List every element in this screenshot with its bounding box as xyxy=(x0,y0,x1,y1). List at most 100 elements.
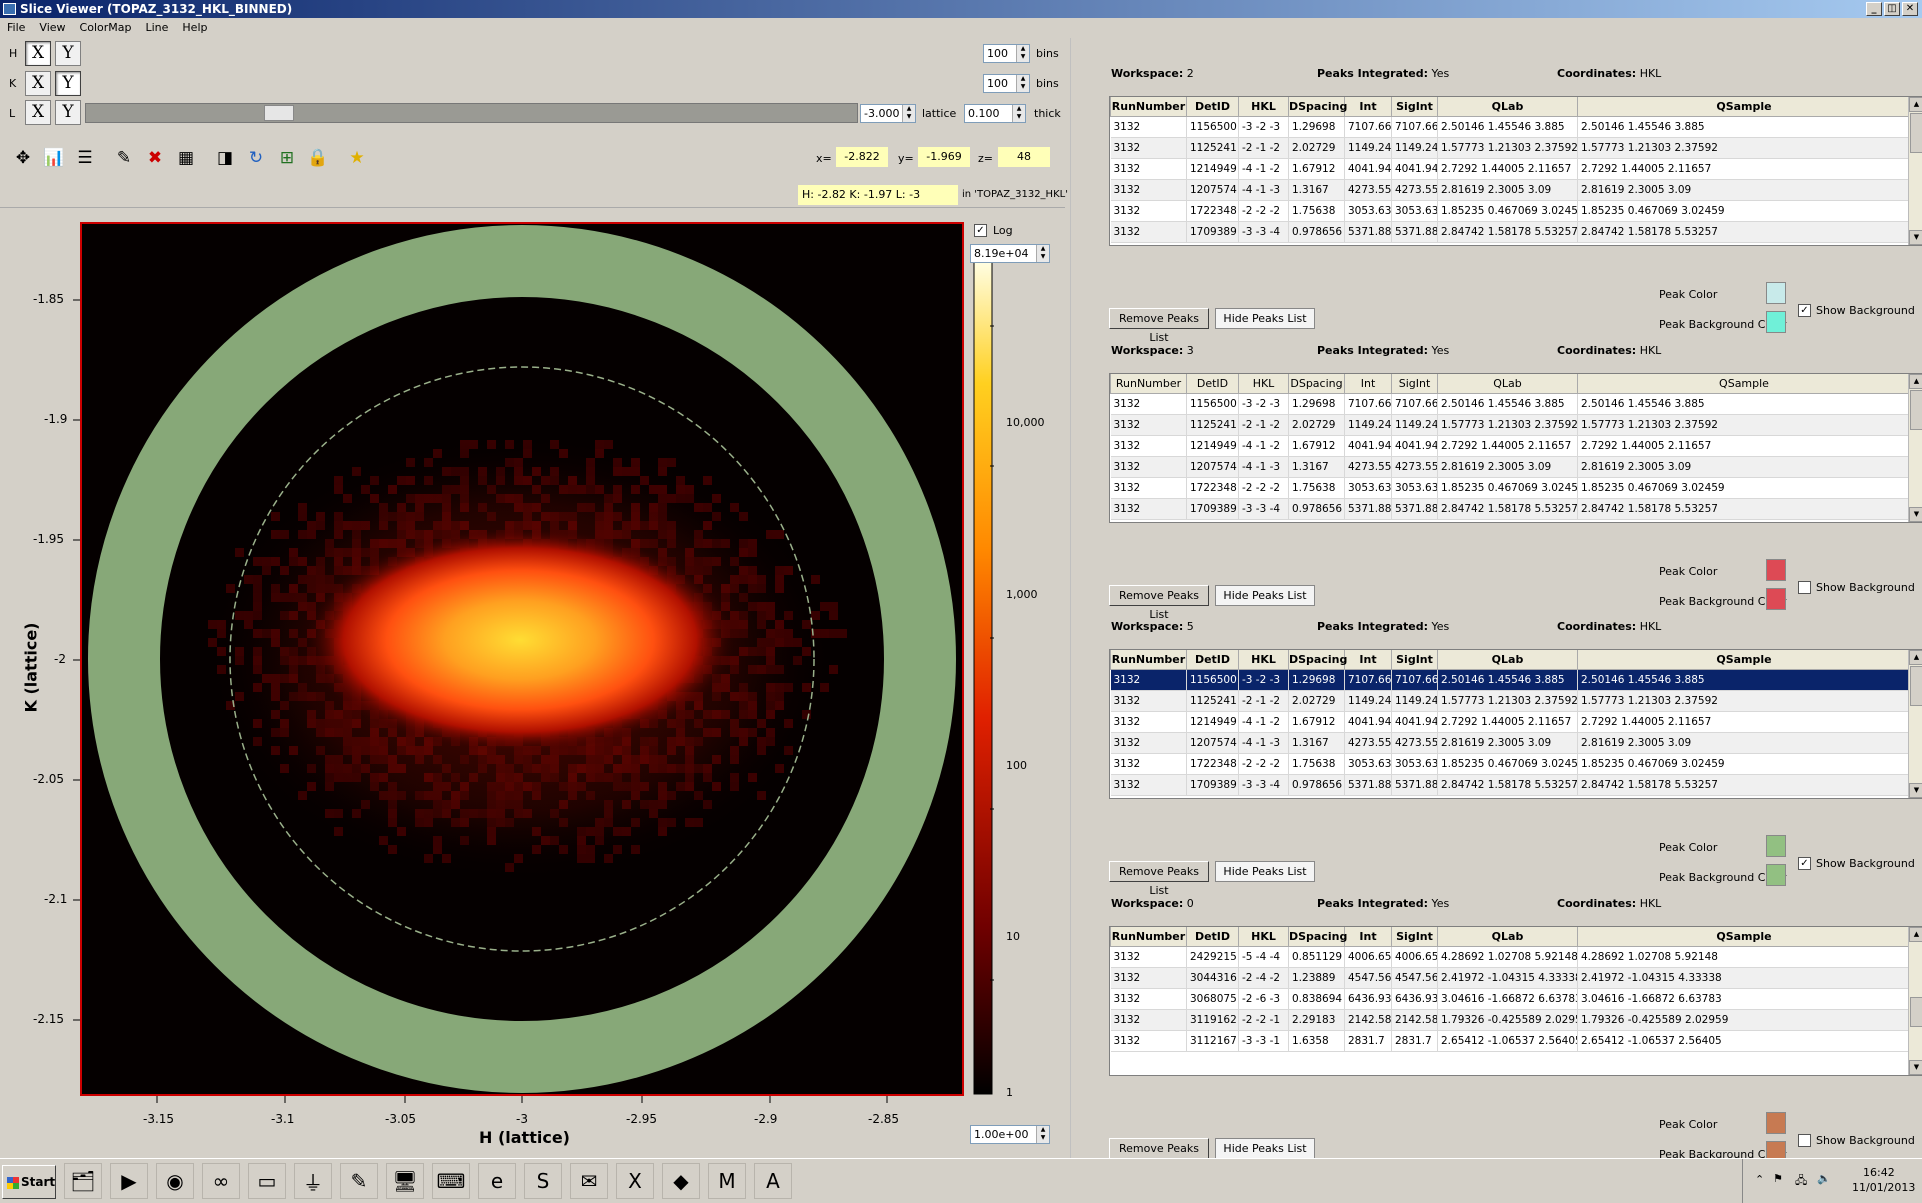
scroll-down-icon[interactable]: ▼ xyxy=(1909,1060,1922,1075)
peaks-table[interactable]: RunNumber DetID HKL DSpacing Int SigInt QLab QS… xyxy=(1109,926,1922,1076)
column-header[interactable]: RunNumber xyxy=(1110,650,1187,670)
scroll-down-icon[interactable]: ▼ xyxy=(1909,230,1922,245)
menu-file[interactable]: File xyxy=(7,21,26,34)
spin-arrows-icon[interactable]: ▲ ▼ xyxy=(1016,75,1029,92)
table-row[interactable]: 3132 1722348 -2 -2 -2 1.75638 3053.63 3053.63… xyxy=(1110,753,1911,775)
column-header[interactable]: Int xyxy=(1344,650,1392,670)
volume-icon[interactable]: 🔈 xyxy=(1817,1172,1831,1185)
column-header[interactable]: QLab xyxy=(1437,97,1578,117)
scroll-up-icon[interactable]: ▲ xyxy=(1909,97,1922,112)
remove-peaks-list-button[interactable]: Remove Peaks List xyxy=(1109,585,1209,621)
refresh-icon[interactable]: ↻ xyxy=(248,148,264,168)
skype-icon[interactable]: S xyxy=(524,1163,562,1199)
close-button[interactable]: ✕ xyxy=(1902,2,1918,16)
restore-button[interactable]: ◫ xyxy=(1884,2,1900,16)
peak-color-swatch[interactable] xyxy=(1766,835,1786,857)
column-header[interactable]: DetID xyxy=(1186,374,1239,394)
table-row[interactable]: 3132 1207574 -4 -1 -3 1.3167 4273.55 4273.55 2… xyxy=(1110,179,1911,201)
menu-view[interactable]: View xyxy=(39,21,66,34)
notepad-icon[interactable]: ✎ xyxy=(340,1163,378,1199)
column-header[interactable]: DetID xyxy=(1186,97,1239,117)
spin-arrows-icon[interactable]: ▲ ▼ xyxy=(1016,45,1029,62)
spin-arrows-icon[interactable]: ▲ ▼ xyxy=(1012,105,1025,122)
python-icon[interactable]: ⏚ xyxy=(294,1163,332,1199)
spin-arrows-icon[interactable]: ▲ ▼ xyxy=(1036,245,1049,262)
spin-arrows-icon[interactable]: ▲ ▼ xyxy=(902,105,915,122)
spin-arrows-icon[interactable]: ▲ ▼ xyxy=(1036,1126,1049,1143)
l-slice-slider[interactable] xyxy=(85,103,858,123)
slider-thumb[interactable] xyxy=(264,105,295,121)
scroll-thumb[interactable] xyxy=(1910,997,1922,1027)
peak-background-ring[interactable] xyxy=(88,225,956,1093)
table-row[interactable]: 3132 1207574 -4 -1 -3 1.3167 4273.55 4273.55 2… xyxy=(1110,456,1911,478)
peak-background-color-swatch[interactable] xyxy=(1766,588,1786,610)
dim-h-y-button[interactable]: Y xyxy=(55,41,81,66)
table-row[interactable]: 3132 1156500 -3 -2 -3 1.29698 7107.66 7107.66… xyxy=(1110,116,1911,138)
table-row[interactable]: 3132 1125241 -2 -1 -2 2.02729 1149.24 1149.24… xyxy=(1110,137,1911,159)
scroll-thumb[interactable] xyxy=(1910,666,1922,706)
column-header[interactable]: HKL xyxy=(1238,650,1289,670)
column-header[interactable]: SigInt xyxy=(1391,374,1438,394)
column-header[interactable]: RunNumber xyxy=(1110,97,1187,117)
table-row[interactable]: 3132 1207574 -4 -1 -3 1.3167 4273.55 4273.55 2… xyxy=(1110,732,1911,754)
show-background-checkbox[interactable]: ✓ xyxy=(1798,304,1811,317)
media-player-icon[interactable]: ▶ xyxy=(110,1163,148,1199)
table-row[interactable]: 3132 1214949 -4 -1 -2 1.67912 4041.94 4041.94… xyxy=(1110,711,1911,733)
table-row[interactable]: 3132 1709389 -3 -3 -4 0.978656 5371.88 5371.8… xyxy=(1110,221,1911,243)
column-header[interactable]: SigInt xyxy=(1391,927,1438,947)
colorbar-min-spinbox[interactable]: 1.00e+00 ▲ ▼ xyxy=(970,1125,1050,1144)
table-row[interactable]: 3132 2429215 -5 -4 -4 0.851129 4006.65 4006.6… xyxy=(1110,946,1911,968)
table-row[interactable]: 3132 1722348 -2 -2 -2 1.75638 3053.63 3053.63… xyxy=(1110,477,1911,499)
column-header[interactable]: QLab xyxy=(1437,374,1578,394)
terminal-icon[interactable]: ⌨ xyxy=(432,1163,470,1199)
hide-peaks-list-button[interactable]: Hide Peaks List xyxy=(1215,1138,1315,1159)
table-scrollbar[interactable]: ▲ ▼ xyxy=(1908,374,1922,522)
lock-icon[interactable]: 🔒 xyxy=(307,148,329,168)
delete-icon[interactable]: ✖ xyxy=(147,148,163,168)
peak-background-color-swatch[interactable] xyxy=(1766,864,1786,886)
scroll-thumb[interactable] xyxy=(1910,390,1922,430)
column-header[interactable]: Int xyxy=(1344,374,1392,394)
column-header[interactable]: QSample xyxy=(1577,374,1911,394)
peak-color-swatch[interactable] xyxy=(1766,282,1786,304)
peak-background-color-swatch[interactable] xyxy=(1766,311,1786,333)
table-scrollbar[interactable]: ▲ ▼ xyxy=(1908,650,1922,798)
peak-color-swatch[interactable] xyxy=(1766,1112,1786,1134)
minimize-button[interactable]: _ xyxy=(1866,2,1882,16)
slice-plot-svg[interactable] xyxy=(0,208,1065,1158)
outlook-icon[interactable]: ✉ xyxy=(570,1163,608,1199)
paint-icon[interactable]: ◆ xyxy=(662,1163,700,1199)
thickness-spinbox[interactable]: 0.100 ▲ ▼ xyxy=(964,104,1026,123)
table-row[interactable]: 3132 1214949 -4 -1 -2 1.67912 4041.94 4041.94… xyxy=(1110,435,1911,457)
column-header[interactable]: QLab xyxy=(1437,927,1578,947)
dim-l-x-button[interactable]: X xyxy=(25,100,51,125)
column-header[interactable]: RunNumber xyxy=(1110,927,1187,947)
peak-color-swatch[interactable] xyxy=(1766,559,1786,581)
table-row[interactable]: 3132 1156500 -3 -2 -3 1.29698 7107.66 7107.66… xyxy=(1110,669,1911,691)
scroll-thumb[interactable] xyxy=(1910,113,1922,153)
column-header[interactable]: DSpacing xyxy=(1288,650,1347,670)
table-row[interactable]: 3132 1709389 -3 -3 -4 0.978656 5371.88 5371.8… xyxy=(1110,774,1911,796)
start-button[interactable]: Start xyxy=(2,1165,56,1199)
cmd-icon[interactable]: ▭ xyxy=(248,1163,286,1199)
l-slice-spinbox[interactable]: -3.000 ▲ ▼ xyxy=(860,104,916,123)
menu-line[interactable]: Line xyxy=(145,21,169,34)
hide-peaks-list-button[interactable]: Hide Peaks List xyxy=(1215,585,1315,606)
dim-k-y-button[interactable]: Y xyxy=(55,71,81,96)
table-row[interactable]: 3132 1709389 -3 -3 -4 0.978656 5371.88 5371.8… xyxy=(1110,498,1911,520)
graph-icon[interactable]: 📊 xyxy=(43,148,65,168)
column-header[interactable]: SigInt xyxy=(1391,97,1438,117)
scroll-up-icon[interactable]: ▲ xyxy=(1909,650,1922,665)
network-icon[interactable]: 🖧 xyxy=(1795,1174,1808,1187)
table-row[interactable]: 3132 3044316 -2 -4 -2 1.23889 4547.56 4547.56… xyxy=(1110,967,1911,989)
column-header[interactable]: QLab xyxy=(1437,650,1578,670)
menu-help[interactable]: Help xyxy=(182,21,208,34)
clock-date[interactable]: 11/01/2013 xyxy=(1852,1181,1916,1194)
peaks-icon[interactable]: ◨ xyxy=(216,148,234,168)
table-row[interactable]: 3132 3068075 -2 -6 -3 0.838694 6436.93 6436.9… xyxy=(1110,988,1911,1010)
dim-l-y-button[interactable]: Y xyxy=(55,100,81,125)
grid-icon[interactable]: ▦ xyxy=(177,148,195,168)
column-header[interactable]: DSpacing xyxy=(1288,927,1347,947)
star-icon[interactable]: ★ xyxy=(349,148,365,168)
mantid-icon[interactable]: M xyxy=(708,1163,746,1199)
